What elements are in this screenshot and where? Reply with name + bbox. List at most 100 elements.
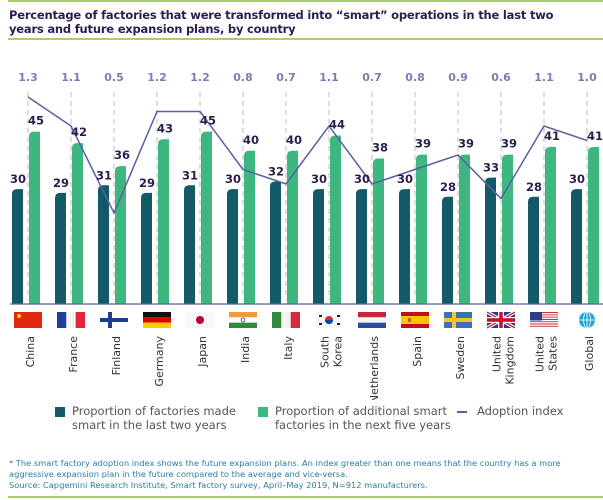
bar-smart-last-two-years: [270, 181, 281, 304]
adoption-index-line: [27, 96, 588, 215]
x-tick-label: Germany: [153, 336, 166, 387]
adoption-index-label: 1.1: [319, 71, 339, 84]
india-flag-icon: [229, 312, 257, 328]
country-label: Sweden: [454, 336, 467, 379]
bar-smart-last-two-years: [313, 189, 324, 304]
south-korea-flag-icon: [315, 312, 343, 328]
adoption-index-label: 0.5: [104, 71, 124, 84]
bar-additional-next-five-years: [588, 146, 599, 304]
bar-additional-next-five-years: [545, 146, 556, 304]
country-label: Korea: [332, 336, 345, 367]
adoption-index-label: 0.7: [362, 71, 382, 84]
x-tick-label: Italy: [282, 336, 295, 360]
flags: [14, 310, 595, 330]
legend-item-adoption-index: Adoption index: [457, 404, 563, 418]
country-label: Global: [583, 336, 596, 371]
x-tick-label: India: [239, 336, 252, 363]
adoption-index-label: 1.1: [61, 71, 81, 84]
bar-value-label: 43: [157, 121, 173, 135]
x-tick-label: Spain: [411, 336, 424, 367]
x-tick-label: United States: [534, 336, 560, 372]
adoption-index-label: 0.9: [448, 71, 468, 84]
united-kingdom-flag-icon: [486, 310, 516, 330]
adoption-index-label: 0.8: [233, 71, 253, 84]
country-label: Finland: [110, 336, 123, 375]
x-tick-label: Netherlands: [368, 336, 381, 400]
country-label: Italy: [282, 336, 295, 360]
bar-value-label: 29: [139, 176, 155, 190]
italy-flag-icon: [272, 312, 300, 328]
title-rule: [8, 38, 603, 40]
x-tick-label: United Kingdom: [491, 336, 517, 385]
bar-value-label: 29: [53, 176, 69, 190]
bar-value-label: 38: [372, 140, 388, 154]
legend-label: Proportion of factories made: [72, 404, 236, 418]
bar-smart-last-two-years: [442, 196, 453, 304]
legend-line-swatch: [457, 411, 467, 413]
bar-value-label: 30: [569, 172, 585, 186]
bar-value-label: 28: [440, 180, 456, 194]
footnote: * The smart factory adoption index shows…: [9, 458, 594, 491]
bar-smart-last-two-years: [528, 196, 539, 304]
bar-value-label: 36: [114, 148, 130, 162]
bar-value-label: 31: [96, 168, 112, 182]
x-tick-label: South Korea: [319, 336, 345, 368]
country-label: Japan: [196, 336, 209, 368]
bar-value-label: 45: [28, 114, 44, 128]
adoption-index-label: 1.2: [147, 71, 167, 84]
china-flag-icon: [14, 312, 42, 328]
country-label: United: [491, 336, 504, 372]
bar-additional-next-five-years: [330, 135, 341, 304]
x-tick-label: Finland: [110, 336, 123, 375]
footnote-line: aggressive expansion plan in the future …: [9, 469, 348, 479]
country-label: States: [547, 336, 560, 371]
bar-value-label: 30: [397, 172, 413, 186]
bar-smart-last-two-years: [399, 189, 410, 304]
germany-flag-icon: [143, 312, 171, 328]
sweden-flag-icon: [444, 312, 472, 328]
france-flag-icon: [57, 312, 85, 328]
legend: Proportion of factories made smart in th…: [55, 404, 575, 438]
legend-swatch-green: [258, 407, 268, 417]
country-label: China: [24, 336, 37, 367]
x-tick-label: Japan: [196, 336, 209, 368]
bar-smart-last-two-years: [55, 192, 66, 304]
x-tick-labels: China France Finland Germany Japan India Italy…: [24, 336, 596, 400]
finland-flag-icon: [100, 312, 128, 328]
globe-icon: [579, 311, 595, 329]
bottom-rule: [8, 496, 603, 498]
bar-smart-last-two-years: [356, 189, 367, 304]
bar-value-label: 28: [526, 180, 542, 194]
bar-additional-next-five-years: [72, 143, 83, 304]
bar-smart-last-two-years: [227, 189, 238, 304]
bar-value-label: 33: [483, 161, 499, 175]
bar-value-label: 42: [71, 125, 87, 139]
index-guides: [27, 92, 588, 300]
adoption-index-label: 0.8: [405, 71, 425, 84]
bar-additional-next-five-years: [459, 154, 470, 304]
bar-value-label: 41: [587, 129, 603, 143]
bar-additional-next-five-years: [158, 139, 169, 304]
bar-additional-next-five-years: [416, 154, 427, 304]
chart-title: Percentage of factories that were transf…: [9, 8, 554, 36]
bar-smart-last-two-years: [12, 189, 23, 304]
bar-value-label: 41: [544, 129, 560, 143]
x-tick-label: China: [24, 336, 37, 367]
chart-area: 1.330451.129420.531361.229431.231450.830…: [10, 71, 603, 400]
bar-value-label: 30: [354, 172, 370, 186]
bar-smart-last-two-years: [485, 177, 496, 304]
bar-additional-next-five-years: [502, 154, 513, 304]
bar-smart-last-two-years: [98, 185, 109, 304]
adoption-index-label: 1.3: [18, 71, 38, 84]
legend-label: Adoption index: [477, 404, 564, 418]
bar-value-label: 30: [225, 172, 241, 186]
bar-value-label: 30: [10, 172, 26, 186]
country-label: United: [534, 336, 547, 372]
bars: [12, 131, 599, 304]
bar-smart-last-two-years: [571, 189, 582, 304]
adoption-index-polyline: [27, 96, 588, 215]
legend-label: smart in the last two years: [72, 418, 227, 432]
bar-value-label: 31: [182, 168, 198, 182]
bar-smart-last-two-years: [184, 185, 195, 304]
adoption-index-label: 1.2: [190, 71, 210, 84]
